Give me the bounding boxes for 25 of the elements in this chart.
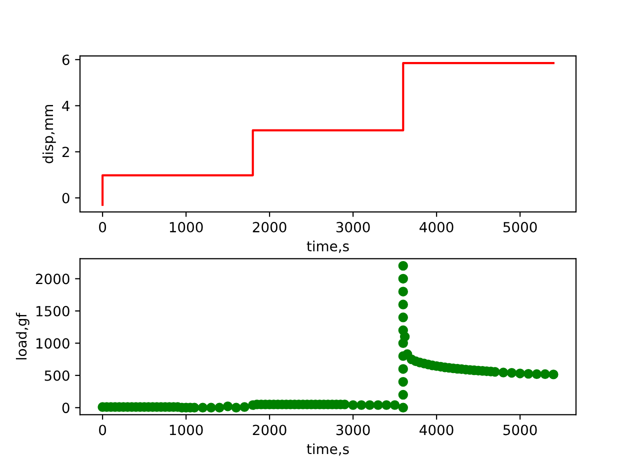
y-tick-label: 1000 xyxy=(36,338,70,349)
y-axis-title: load,gf xyxy=(16,312,30,360)
x-axis-title: time,s xyxy=(306,443,349,456)
x-tick-label: 4000 xyxy=(420,424,454,436)
y-axis-title: disp,mm xyxy=(42,105,56,164)
x-tick-label: 2000 xyxy=(252,424,286,436)
y-tick-label: 0 xyxy=(62,402,70,414)
y-tick-label: 0 xyxy=(62,192,70,204)
x-tick-label: 1000 xyxy=(170,424,203,436)
y-tick-label: 4 xyxy=(62,100,70,111)
x-tick-label: 2000 xyxy=(252,222,286,232)
x-tick-label: 3000 xyxy=(336,424,370,436)
x-tick-label: 3000 xyxy=(336,222,370,232)
x-axis-title: time,s xyxy=(306,240,349,253)
x-tick-label: 5000 xyxy=(503,424,537,436)
x-tick-label: 0 xyxy=(99,424,106,436)
x-tick-label: 0 xyxy=(99,222,106,232)
x-tick-label: 4000 xyxy=(420,222,454,232)
y-tick-label: 6 xyxy=(62,54,70,66)
y-tick-label: 2 xyxy=(62,146,69,158)
x-tick-label: 5000 xyxy=(503,222,537,232)
x-tick-label: 1000 xyxy=(170,222,203,232)
y-tick-label: 2000 xyxy=(36,274,70,284)
y-tick-label: 1500 xyxy=(36,306,70,316)
y-tick-label: 500 xyxy=(44,370,70,381)
